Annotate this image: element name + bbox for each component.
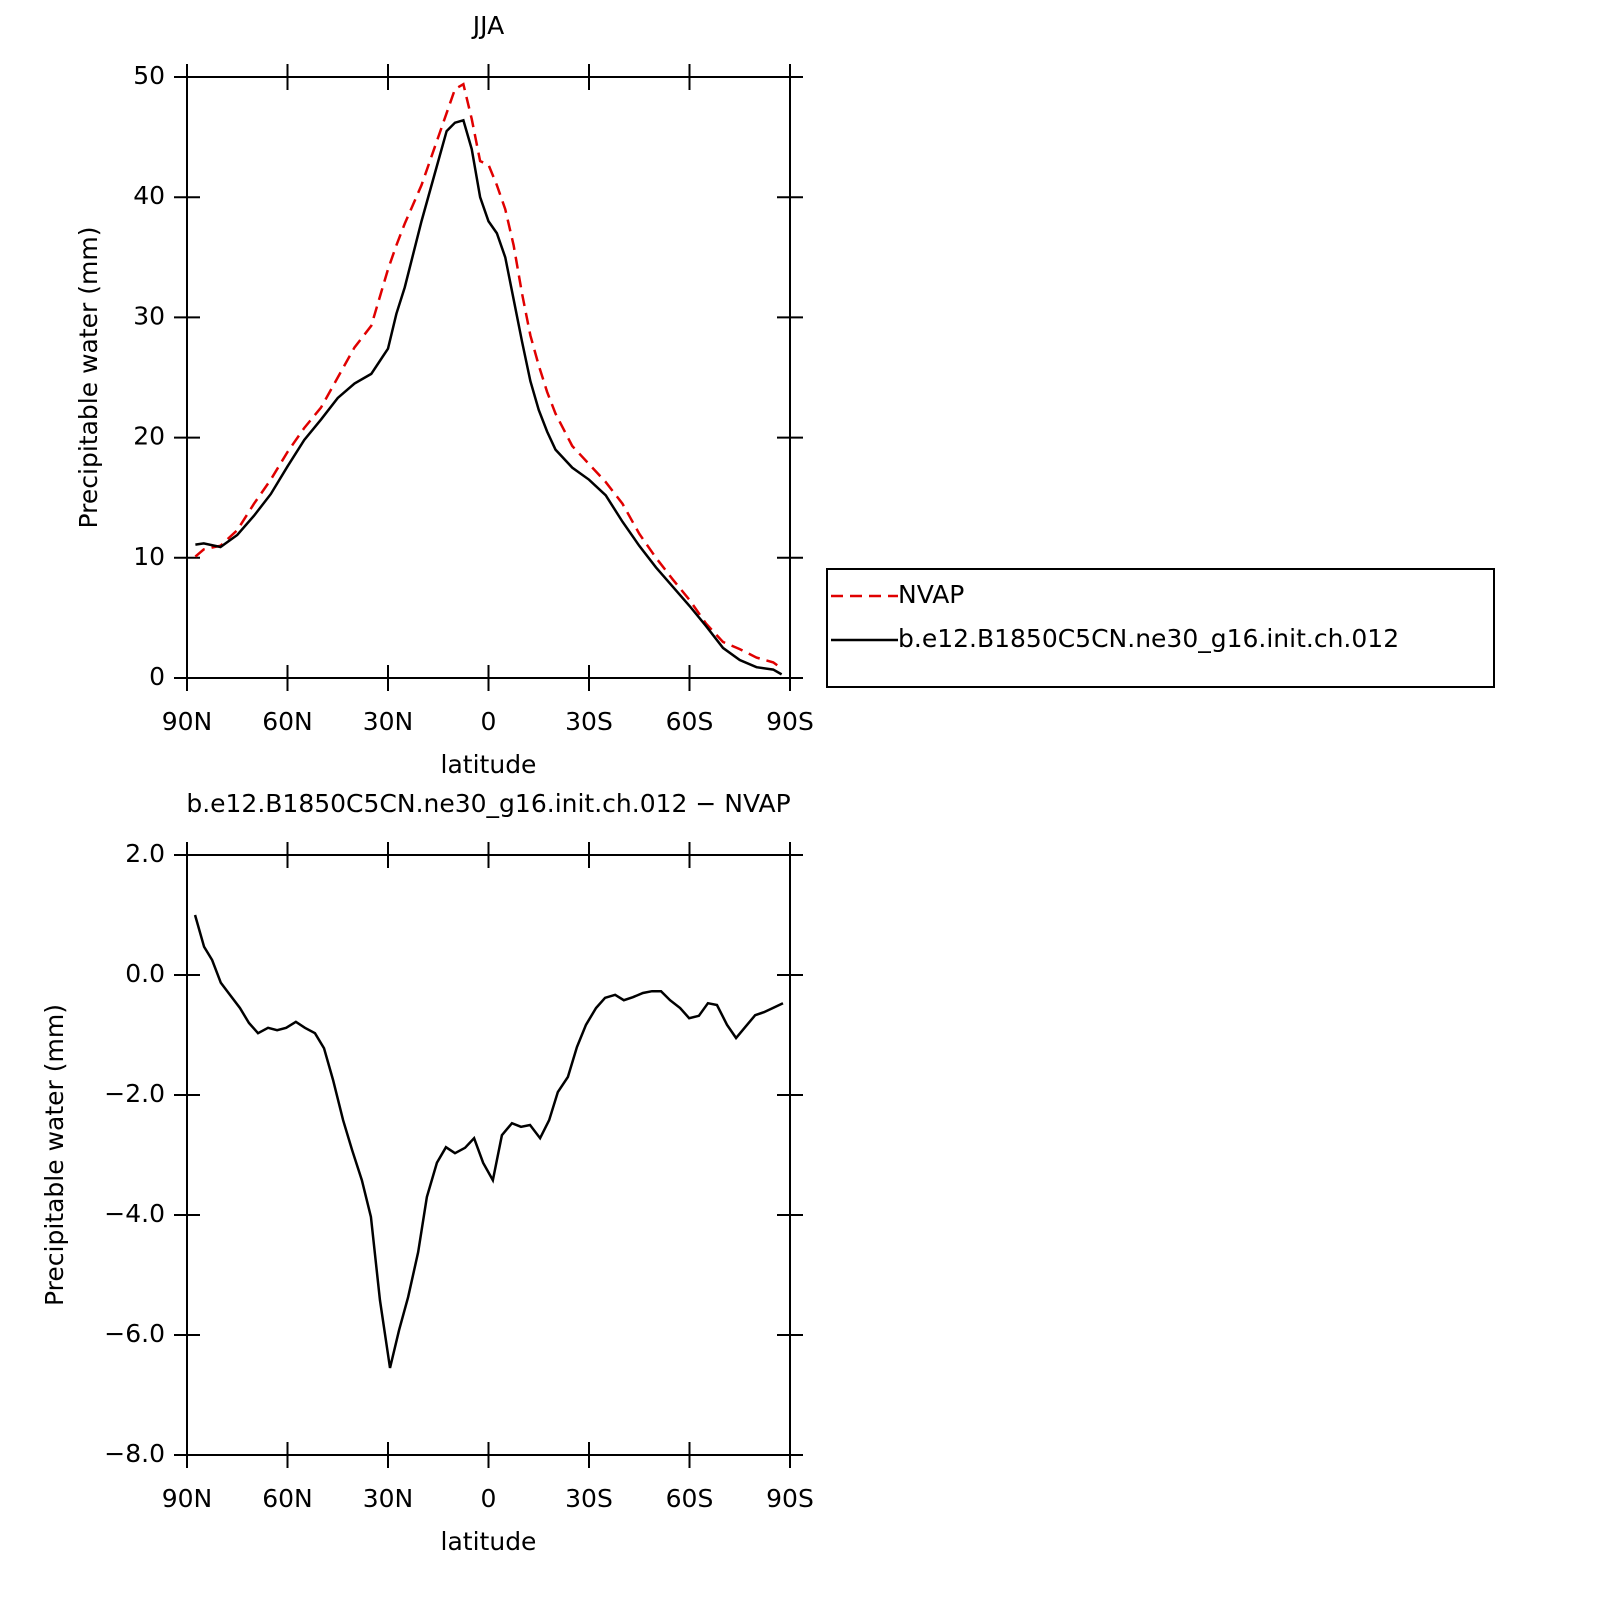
y-axis-label: Precipitable water (mm) [40, 1004, 69, 1306]
x-tick-label: 60N [262, 1484, 313, 1513]
data-line [194, 82, 783, 670]
x-tick-label: 90S [766, 1484, 814, 1513]
legend-label: b.e12.B1850C5CN.ne30_g16.init.ch.012 [898, 624, 1399, 653]
y-tick-label: 30 [133, 301, 165, 330]
x-tick-label: 30N [363, 1484, 414, 1513]
x-tick-label: 30N [363, 707, 414, 736]
y-tick-label: 10 [133, 542, 165, 571]
x-tick-label: 60S [666, 707, 714, 736]
y-tick-label: 0 [149, 662, 165, 691]
y-tick-label: −8.0 [104, 1439, 165, 1468]
x-tick-label: 90N [162, 1484, 213, 1513]
y-tick-label: 0.0 [125, 959, 165, 988]
legend-box [826, 568, 1495, 688]
y-axis-label: Precipitable water (mm) [74, 227, 103, 529]
x-axis-label: latitude [441, 1527, 537, 1556]
data-line [195, 118, 783, 676]
y-tick-label: 2.0 [125, 839, 165, 868]
y-tick-label: −4.0 [104, 1199, 165, 1228]
x-tick-label: 90N [162, 707, 213, 736]
y-tick-label: 50 [133, 61, 165, 90]
x-axis-label: latitude [441, 750, 537, 779]
y-tick-label: 20 [133, 422, 165, 451]
y-tick-label: 40 [133, 181, 165, 210]
x-tick-label: 30S [565, 1484, 613, 1513]
x-tick-label: 0 [481, 1484, 497, 1513]
x-tick-label: 60N [262, 707, 313, 736]
x-tick-label: 90S [766, 707, 814, 736]
chart-title: JJA [471, 11, 504, 40]
x-tick-label: 60S [666, 1484, 714, 1513]
x-tick-label: 30S [565, 707, 613, 736]
y-tick-label: −2.0 [104, 1079, 165, 1108]
data-line [193, 914, 784, 1369]
chart-title: b.e12.B1850C5CN.ne30_g16.init.ch.012 − N… [186, 789, 790, 818]
x-tick-label: 0 [481, 707, 497, 736]
legend-label: NVAP [898, 580, 964, 609]
y-tick-label: −6.0 [104, 1319, 165, 1348]
plot-frame [186, 854, 791, 1456]
